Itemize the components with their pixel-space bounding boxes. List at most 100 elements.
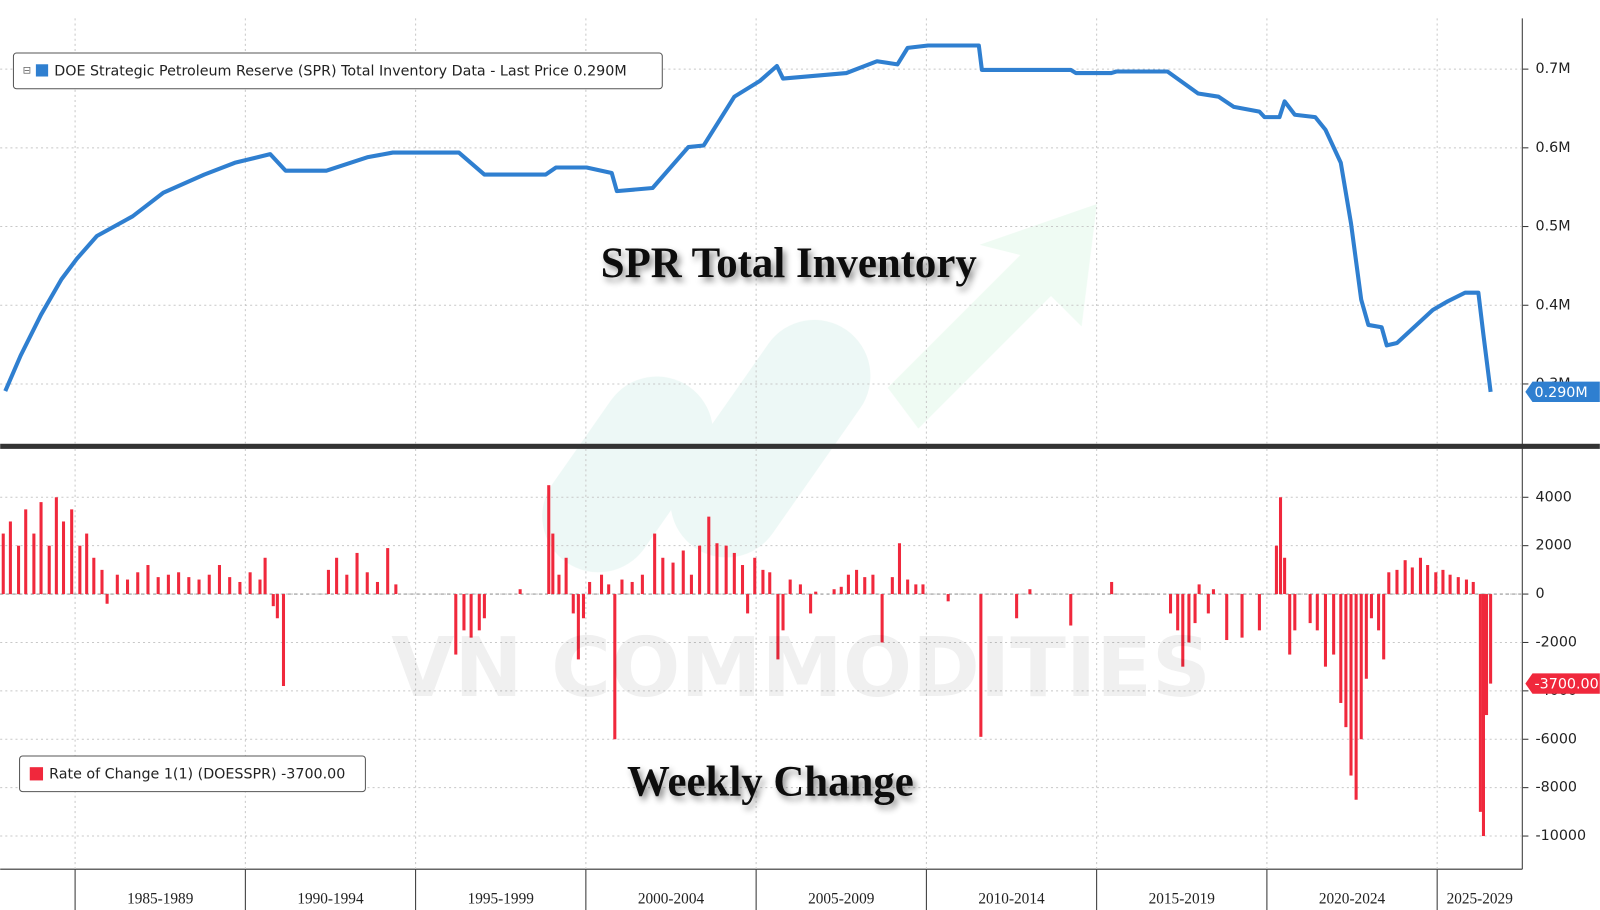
bar (271, 594, 275, 607)
bar (1028, 589, 1032, 595)
bar (1015, 594, 1019, 619)
last-price-marker (1525, 381, 1600, 403)
bar (571, 594, 575, 614)
bar (156, 577, 160, 595)
x-tick-label: 2020-2024 (1319, 890, 1386, 907)
bar (355, 552, 359, 595)
x-tick-label: 2010-2014 (978, 890, 1045, 907)
bar (1387, 572, 1391, 595)
bar (1110, 581, 1114, 595)
x-tick-label: 1985-1989 (127, 890, 194, 907)
panel-divider (0, 443, 1600, 449)
bar (863, 577, 867, 595)
y-tick-label: 0.4M (1536, 297, 1571, 313)
bar (600, 574, 604, 595)
bar (1181, 594, 1185, 667)
bar (814, 591, 818, 595)
bar (394, 584, 398, 595)
bar (921, 584, 925, 595)
bar (1339, 594, 1343, 703)
bar (1, 533, 5, 595)
bar (581, 594, 586, 619)
bar (462, 594, 466, 631)
bar (1377, 594, 1381, 631)
bar (39, 502, 43, 595)
x-tick-label: 2005-2009 (808, 890, 875, 907)
bar (946, 594, 950, 602)
bar (1403, 560, 1407, 595)
bar (689, 574, 693, 595)
bar (85, 533, 89, 595)
line (3, 43, 1493, 393)
bar (126, 579, 130, 595)
bar (197, 579, 201, 595)
bar (335, 557, 339, 595)
bar (653, 533, 657, 595)
last-price-label: -3700.00 (1535, 677, 1599, 693)
bar (177, 572, 181, 595)
bar (17, 545, 21, 595)
bar (620, 579, 624, 595)
bar (1441, 569, 1445, 595)
x-tick-label: 1995-1999 (468, 890, 535, 907)
bar (671, 562, 675, 595)
bar (1426, 565, 1430, 595)
bar (1323, 594, 1327, 667)
bar (469, 594, 473, 638)
bar (661, 557, 665, 595)
plot-layer: 0.3M0.4M0.5M0.6M0.7M0.290M-10000-8000-60… (0, 18, 1600, 910)
bar (32, 533, 36, 595)
bar (1274, 545, 1278, 595)
bar (588, 581, 592, 595)
bar (1382, 594, 1386, 660)
legend-toggle: ⊟ (23, 65, 32, 76)
bar (54, 497, 58, 595)
bar (1288, 594, 1292, 655)
bar (640, 574, 644, 595)
bar (1332, 594, 1336, 655)
bar (1206, 594, 1210, 614)
bar (914, 584, 918, 595)
bar (740, 565, 745, 595)
bar (1434, 572, 1438, 595)
bar (855, 569, 859, 595)
bar (753, 557, 757, 595)
bar (715, 543, 719, 595)
bar (906, 579, 910, 595)
bar (1193, 594, 1197, 624)
bar (326, 569, 330, 595)
bar (1257, 594, 1261, 631)
legend-box (19, 755, 366, 793)
bar (1349, 594, 1353, 776)
bar (564, 557, 568, 595)
bar (1308, 594, 1312, 624)
bar (263, 557, 267, 595)
bar (375, 581, 380, 595)
bar (518, 589, 522, 595)
bar (681, 550, 685, 595)
bar (365, 572, 369, 595)
y-tick-label: -6000 (1536, 731, 1577, 747)
bar (732, 552, 736, 595)
bar (258, 579, 262, 595)
bar (1315, 594, 1319, 631)
bar (1197, 584, 1201, 595)
bar (832, 589, 836, 595)
annotation: Weekly Change (627, 758, 914, 805)
bar (105, 594, 109, 604)
bar (1069, 594, 1073, 626)
bar (1418, 557, 1423, 595)
y-tick-label: 0.6M (1536, 140, 1571, 156)
x-tick-label: 2000-2004 (638, 890, 705, 907)
bar (839, 586, 843, 595)
legend-swatch (29, 767, 44, 781)
bar (880, 594, 884, 643)
bar (345, 574, 349, 595)
bar (454, 594, 458, 655)
watermark: VN COMMODITIES (391, 621, 1211, 716)
bar (979, 594, 983, 737)
bar (8, 521, 12, 595)
bar (1456, 577, 1460, 595)
bar (557, 574, 561, 595)
bar (477, 594, 481, 631)
